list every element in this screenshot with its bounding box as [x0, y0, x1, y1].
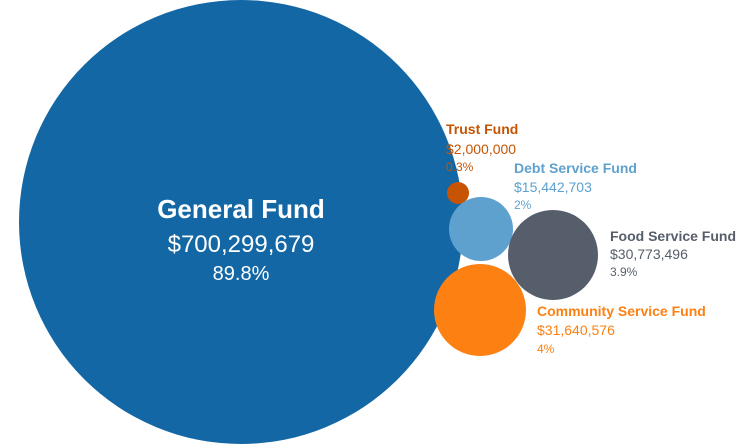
label-general-fund-name: General Fund — [157, 194, 325, 224]
label-trust-fund: Trust Fund $2,000,000 0.3% — [446, 121, 518, 174]
label-debt-service-fund: Debt Service Fund $15,442,703 2% — [514, 160, 637, 212]
label-trust-fund-name: Trust Fund — [446, 121, 518, 137]
label-community-service-fund: Community Service Fund $31,640,576 4% — [537, 303, 706, 356]
label-community-service-fund-name: Community Service Fund — [537, 303, 706, 319]
label-trust-fund-amount: $2,000,000 — [446, 141, 516, 157]
label-community-service-fund-percent: 4% — [537, 342, 555, 356]
label-debt-service-fund-percent: 2% — [514, 198, 532, 212]
label-debt-service-fund-amount: $15,442,703 — [514, 179, 592, 195]
bubble-community-service-fund — [434, 264, 526, 356]
label-general-fund-amount: $700,299,679 — [168, 231, 315, 258]
bubble-trust-fund — [447, 182, 469, 204]
label-food-service-fund: Food Service Fund $30,773,496 3.9% — [610, 228, 736, 279]
label-general-fund-percent: 89.8% — [213, 263, 270, 285]
label-debt-service-fund-name: Debt Service Fund — [514, 160, 637, 176]
bubble-debt-service-fund — [449, 197, 513, 261]
label-food-service-fund-percent: 3.9% — [610, 265, 638, 279]
label-trust-fund-percent: 0.3% — [446, 160, 474, 174]
label-food-service-fund-amount: $30,773,496 — [610, 246, 688, 262]
label-food-service-fund-name: Food Service Fund — [610, 228, 736, 244]
bubble-general-fund — [19, 0, 463, 444]
label-community-service-fund-amount: $31,640,576 — [537, 322, 615, 338]
bubble-food-service-fund — [508, 210, 598, 300]
label-general-fund: General Fund $700,299,679 89.8% — [157, 194, 325, 285]
